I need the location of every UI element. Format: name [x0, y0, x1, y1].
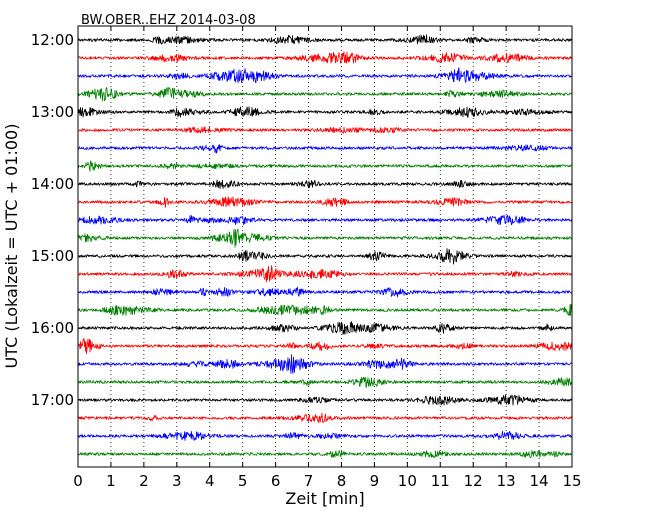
x-tick-label: 2 [139, 472, 149, 490]
seismic-trace [77, 214, 573, 226]
seismic-trace [77, 34, 573, 45]
y-tick-label: 13:00 [31, 103, 74, 121]
seismic-trace [77, 126, 573, 134]
x-tick-label: 3 [172, 472, 182, 490]
seismic-trace [77, 67, 573, 84]
tick-marks [77, 26, 573, 467]
trace-lines [77, 34, 573, 459]
seismic-trace [77, 412, 573, 424]
x-tick-label: 4 [205, 472, 215, 490]
x-tick-label: 15 [562, 472, 581, 490]
x-tick-label: 12 [464, 472, 483, 490]
x-tick-label: 11 [431, 472, 450, 490]
y-axis-label: UTC (Lokalzeit = UTC + 01:00) [2, 124, 21, 369]
x-tick-label: 10 [398, 472, 417, 490]
plot-frame [77, 25, 573, 468]
x-tick-labels: 0 1 2 3 4 5 6 7 8 9 10 11 12 13 14 15 [73, 472, 581, 490]
y-tick-label: 15:00 [31, 247, 74, 265]
seismic-trace [77, 196, 573, 208]
seismic-trace [77, 160, 573, 172]
x-tick-label: 14 [530, 472, 549, 490]
seismic-trace [77, 179, 573, 190]
seismic-trace [77, 51, 573, 64]
seismic-trace [77, 265, 573, 283]
seismic-trace [77, 394, 573, 406]
x-tick-label: 1 [106, 472, 116, 490]
seismic-trace [77, 86, 573, 102]
y-tick-label: 17:00 [31, 391, 74, 409]
x-tick-label: 13 [497, 472, 516, 490]
seismic-trace [77, 106, 573, 118]
seismic-trace [77, 228, 573, 248]
seismic-trace [77, 354, 573, 374]
y-tick-label: 16:00 [31, 319, 74, 337]
x-tick-label: 5 [238, 472, 248, 490]
y-tick-label: 12:00 [31, 31, 74, 49]
chart-title: BW.OBER..EHZ 2014-03-08 [81, 13, 256, 28]
x-tick-label: 7 [304, 472, 314, 490]
x-tick-label: 8 [337, 472, 347, 490]
y-tick-labels: 12:00 13:00 14:00 15:00 16:00 17:00 [31, 31, 74, 409]
seismic-trace [77, 376, 573, 388]
seismic-trace [77, 449, 573, 459]
seismic-trace [77, 144, 573, 154]
seismic-trace [77, 430, 573, 441]
y-tick-label: 14:00 [31, 175, 74, 193]
seismic-trace [77, 248, 573, 265]
grid-lines [110, 26, 540, 467]
x-tick-label: 0 [73, 472, 83, 490]
seismic-trace [77, 286, 573, 298]
x-tick-label: 6 [271, 472, 281, 490]
seismic-trace [77, 338, 573, 355]
seismic-trace [77, 321, 573, 335]
x-axis-label: Zeit [min] [285, 489, 364, 508]
x-tick-label: 9 [370, 472, 380, 490]
seismic-trace [77, 304, 573, 317]
